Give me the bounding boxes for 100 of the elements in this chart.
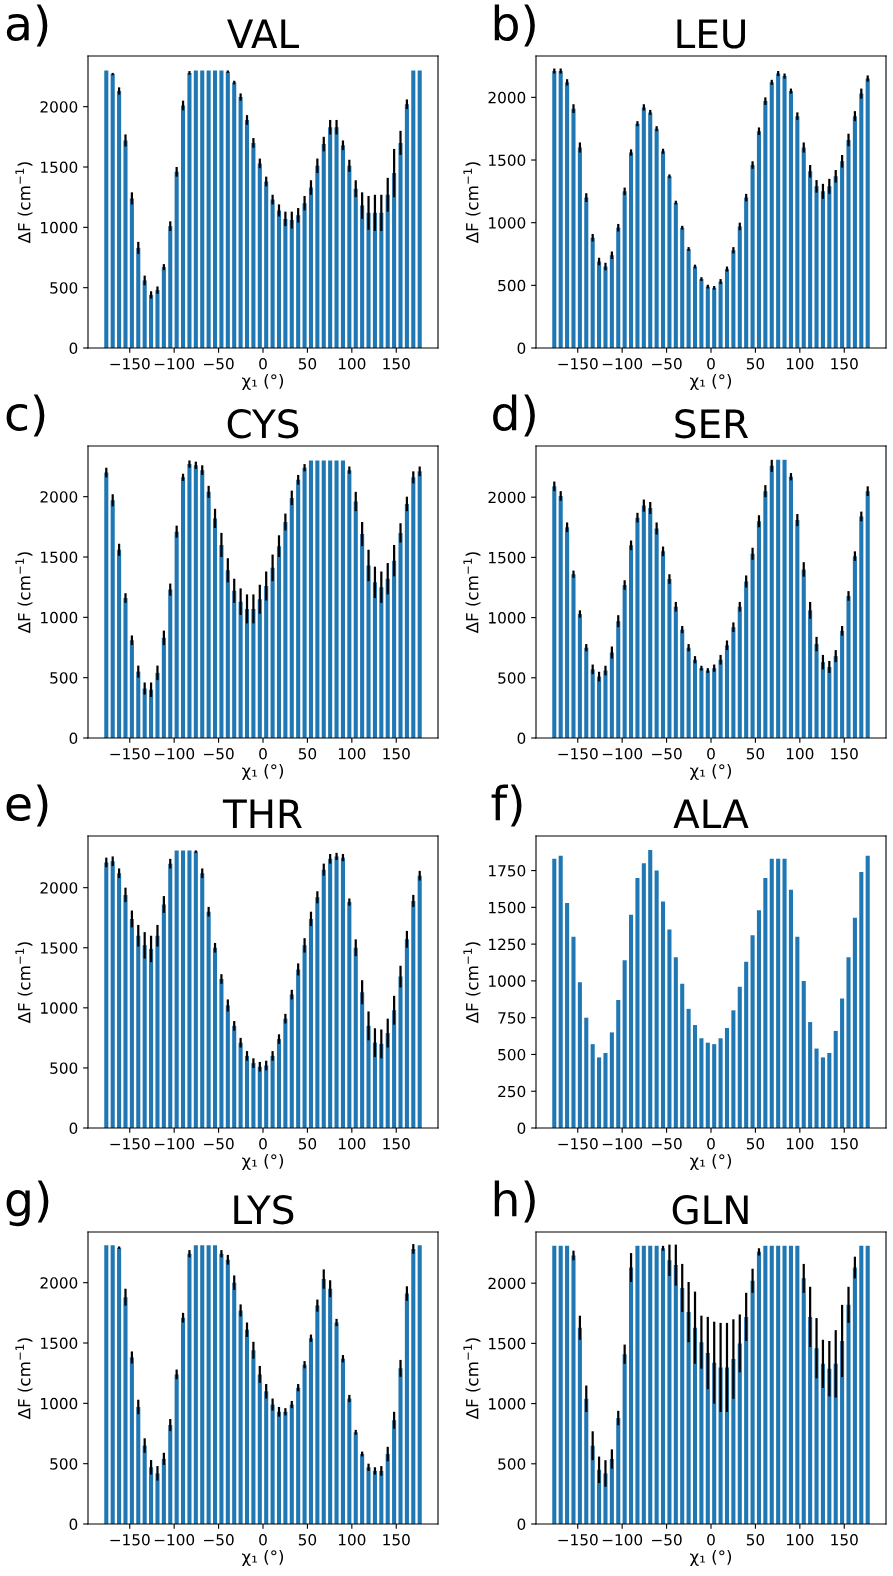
bar — [174, 531, 179, 738]
bar — [724, 269, 730, 348]
bar — [744, 1316, 749, 1524]
bar — [244, 608, 250, 738]
text: b) — [494, 4, 535, 47]
x-axis-title: χ₁ (°) — [242, 1153, 284, 1171]
bar — [731, 627, 736, 738]
bar — [117, 1247, 122, 1524]
bar — [712, 1044, 717, 1128]
bar — [801, 1278, 806, 1524]
bar — [686, 1008, 691, 1128]
bar — [353, 947, 358, 1128]
bar — [654, 1245, 659, 1524]
bar — [552, 71, 557, 348]
y-tick-label: 1750 — [489, 865, 526, 877]
bar — [321, 1279, 326, 1524]
bar — [168, 863, 173, 1128]
bar — [347, 1398, 352, 1524]
text: a) — [6, 4, 48, 47]
bar — [398, 976, 403, 1128]
bar — [187, 72, 192, 348]
bar — [321, 869, 326, 1128]
bar — [629, 152, 634, 348]
bar — [603, 1052, 608, 1128]
bar — [219, 979, 224, 1128]
bar — [385, 578, 390, 738]
bar — [724, 1027, 730, 1128]
bar — [584, 197, 589, 348]
chart-title: ALA — [673, 799, 749, 828]
bar — [756, 521, 762, 738]
text: e) — [6, 784, 48, 827]
bar — [142, 945, 147, 1128]
y-tick-label: 500 — [50, 1458, 78, 1470]
bar — [577, 613, 582, 738]
bar — [392, 173, 397, 348]
bar — [744, 197, 749, 348]
bar — [283, 1018, 288, 1128]
bar — [174, 171, 179, 348]
bar — [609, 255, 614, 348]
bar — [353, 501, 358, 738]
x-axis-title: χ₁ (°) — [690, 1549, 732, 1567]
bar — [622, 960, 627, 1128]
bar — [187, 1253, 192, 1524]
bar — [129, 198, 134, 348]
bar — [865, 78, 870, 348]
bar — [411, 70, 416, 348]
bar — [565, 902, 570, 1128]
bar — [206, 70, 211, 348]
bar — [276, 546, 282, 738]
bar — [328, 460, 333, 738]
bar — [629, 914, 634, 1128]
bar — [212, 518, 218, 738]
bar — [833, 1030, 838, 1128]
bar — [181, 1317, 186, 1524]
bar — [181, 850, 186, 1128]
bar — [238, 97, 243, 348]
bar — [769, 858, 774, 1128]
bar — [366, 212, 371, 348]
bar — [680, 629, 685, 738]
bar — [315, 460, 320, 738]
x-tick-label: −100 — [602, 1137, 643, 1150]
bar — [302, 467, 307, 738]
bar — [334, 856, 339, 1128]
x-tick-label: 0 — [707, 1533, 715, 1546]
y-tick-label: 500 — [498, 279, 526, 292]
bar — [788, 889, 793, 1128]
bar — [571, 936, 576, 1128]
bar — [193, 465, 198, 738]
bar — [635, 877, 640, 1128]
bar — [769, 465, 774, 738]
bar — [283, 218, 288, 348]
bar — [699, 668, 704, 738]
text: f) — [491, 784, 522, 827]
bar — [379, 212, 384, 348]
y-tick-label: 500 — [50, 282, 78, 294]
bar — [597, 261, 602, 348]
bar — [398, 1368, 403, 1524]
x-tick-label: 50 — [298, 1137, 317, 1150]
bar — [385, 194, 390, 348]
bar — [629, 545, 634, 738]
chart-title: LYS — [234, 1195, 294, 1225]
bar — [193, 70, 198, 348]
bar — [123, 894, 128, 1128]
bar — [340, 857, 345, 1128]
bar — [731, 1010, 736, 1128]
bar — [193, 1245, 198, 1524]
y-tick-label: 1000 — [489, 975, 526, 987]
bar — [366, 1025, 371, 1128]
bar — [584, 647, 589, 738]
bar — [225, 1005, 230, 1128]
bar — [283, 1411, 288, 1524]
bar — [161, 1458, 166, 1524]
bar — [616, 621, 621, 738]
bar — [584, 1017, 589, 1128]
bar — [315, 165, 320, 348]
x-tick-label: −150 — [110, 357, 150, 370]
bar — [117, 873, 122, 1128]
bar — [404, 1293, 409, 1524]
bar — [347, 902, 352, 1128]
bar — [264, 585, 269, 738]
